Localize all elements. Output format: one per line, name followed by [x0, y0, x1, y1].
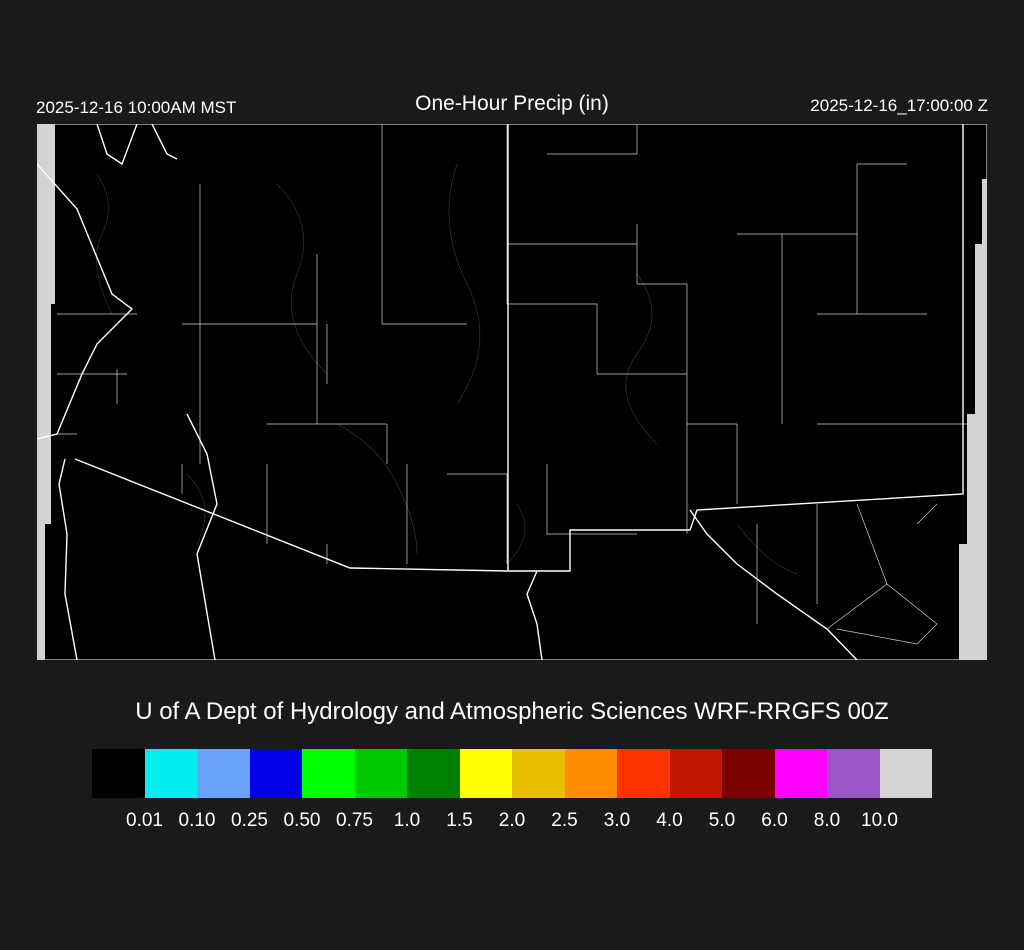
- model-credit: U of A Dept of Hydrology and Atmospheric…: [135, 698, 889, 725]
- colorbar-swatch: [92, 749, 145, 798]
- colorbar-swatch: [669, 749, 722, 798]
- colorbar-label: 2.0: [498, 810, 526, 831]
- no-data-left: [37, 124, 55, 660]
- colorbar-swatch: [407, 749, 460, 798]
- colorbar-swatch: [564, 749, 617, 798]
- colorbar-swatch: [879, 749, 932, 798]
- colorbar-label: 4.0: [656, 810, 683, 831]
- state-borders: [37, 124, 964, 660]
- colorbar-label: 10.0: [861, 810, 898, 831]
- colorbar-label: 2.5: [551, 810, 578, 831]
- colorbar-label: 8.0: [813, 810, 841, 831]
- county-lines: [57, 124, 967, 564]
- colorbar-swatch: [617, 749, 670, 798]
- no-data-right: [959, 179, 987, 660]
- colorbar-label: 0.01: [126, 810, 163, 831]
- precip-map: [37, 124, 987, 660]
- colorbar-label: 0.10: [178, 810, 216, 831]
- valid-utc-time: 2025-12-16_17:00:00 Z: [810, 96, 988, 115]
- colorbar-label: 0.25: [231, 810, 268, 831]
- colorbar-swatch: [302, 749, 355, 798]
- colorbar-label: 1.0: [393, 810, 421, 831]
- colorbar-swatch: [354, 749, 407, 798]
- colorbar-swatch: [827, 749, 880, 798]
- colorbar-label: 3.0: [603, 810, 631, 831]
- colorbar-swatch: [459, 749, 512, 798]
- colorbar-label: 0.75: [336, 810, 373, 831]
- colorbar-swatch: [512, 749, 565, 798]
- map-frame: [37, 124, 987, 660]
- mexico-state-lines: [756, 503, 938, 645]
- terrain-contours: [96, 163, 798, 575]
- colorbar-swatch: [144, 749, 197, 798]
- precip-colorbar: [92, 749, 932, 798]
- colorbar-label: 1.5: [446, 810, 473, 831]
- colorbar-label: 0.50: [283, 810, 321, 831]
- colorbar-labels: 0.01 0.10 0.25 0.50 0.75 1.0 1.5 2.0 2.5 3.0 4.0 5.…: [92, 810, 932, 834]
- colorbar-swatch: [249, 749, 302, 798]
- colorbar-swatch: [722, 749, 775, 798]
- valid-local-time: 2025-12-16 10:00AM MST: [36, 98, 237, 117]
- map-title: One-Hour Precip (in): [415, 92, 609, 115]
- colorbar-label: 5.0: [708, 810, 736, 831]
- colorbar-swatch: [774, 749, 827, 798]
- colorbar-swatch: [197, 749, 250, 798]
- colorbar-label: 6.0: [761, 810, 788, 831]
